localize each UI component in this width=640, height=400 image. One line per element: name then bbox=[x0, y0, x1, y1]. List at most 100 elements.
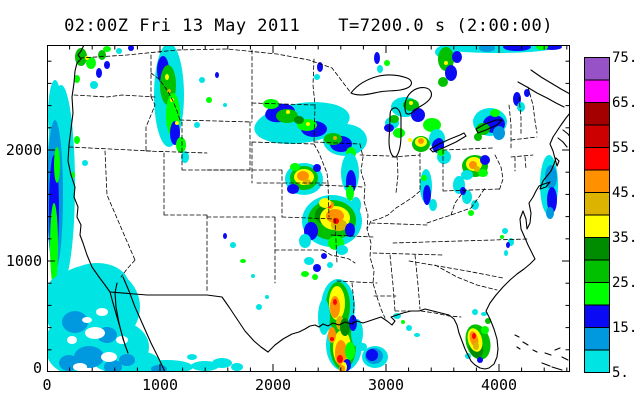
echo-blob bbox=[536, 45, 548, 50]
colorbar-cell bbox=[584, 192, 610, 216]
echo-blob bbox=[314, 74, 320, 80]
x-tick-label: 2000 bbox=[254, 376, 292, 394]
echo-blob bbox=[418, 138, 424, 144]
echo-blob bbox=[263, 99, 279, 109]
echo-blob bbox=[231, 363, 243, 371]
echo-blob bbox=[286, 110, 290, 114]
echo-blob bbox=[128, 45, 134, 51]
echo-blob bbox=[85, 327, 105, 339]
echo-blob bbox=[504, 250, 508, 256]
echo-blob bbox=[500, 235, 504, 239]
echo-blob bbox=[67, 336, 77, 344]
echo-blob bbox=[473, 342, 479, 350]
echo-blob bbox=[318, 299, 330, 335]
colorbar-tick-label: 45. bbox=[612, 185, 638, 201]
echo-blob bbox=[330, 337, 334, 341]
echo-blob bbox=[187, 354, 197, 360]
echo-blob bbox=[313, 164, 321, 172]
gulf-atlantic-coastline bbox=[267, 112, 570, 370]
echo-blob bbox=[306, 122, 310, 126]
x-tick-label: 1000 bbox=[141, 376, 179, 394]
echo-blob bbox=[65, 263, 129, 307]
echo-blob bbox=[96, 308, 108, 316]
echo-blob bbox=[82, 317, 92, 323]
echo-blob bbox=[547, 187, 557, 213]
echo-blob bbox=[98, 50, 106, 60]
echo-blob bbox=[421, 175, 427, 181]
echo-blob bbox=[324, 133, 342, 145]
echo-blob bbox=[312, 274, 318, 280]
echo-blob bbox=[333, 136, 337, 140]
echo-blob bbox=[452, 51, 462, 63]
echo-blob bbox=[423, 118, 441, 132]
echo-blob bbox=[472, 333, 476, 339]
echo-blob bbox=[406, 325, 412, 331]
echo-blob bbox=[502, 228, 508, 234]
echo-blob bbox=[103, 46, 111, 52]
echo-blob bbox=[333, 299, 337, 305]
colorbar-tick-label: 5. bbox=[612, 365, 629, 381]
echo-blob bbox=[74, 346, 104, 368]
echo-blob bbox=[333, 218, 339, 224]
colorbar-tick-label: 35. bbox=[612, 230, 638, 246]
echo-blob bbox=[215, 72, 219, 78]
colorbar-cell bbox=[584, 237, 610, 261]
echo-blob bbox=[468, 210, 474, 216]
echo-blob bbox=[199, 77, 205, 83]
echo-blob bbox=[165, 74, 169, 80]
echo-blob bbox=[377, 65, 383, 73]
echo-blob bbox=[304, 257, 314, 265]
echo-blob bbox=[116, 336, 128, 344]
echo-blob bbox=[294, 116, 304, 124]
valid-time-label: 02:00Z Fri 13 May 2011 bbox=[64, 16, 301, 36]
echo-blob bbox=[481, 312, 487, 316]
echo-blob bbox=[384, 60, 390, 66]
echo-blob bbox=[490, 109, 500, 117]
echo-blob bbox=[167, 89, 171, 93]
echo-blob bbox=[265, 295, 269, 299]
echo-blob bbox=[47, 275, 78, 315]
echo-blob bbox=[276, 109, 298, 123]
y-tick-label: 0 bbox=[32, 359, 42, 377]
colorbar-cell bbox=[584, 169, 610, 193]
echo-blob bbox=[170, 121, 180, 145]
echo-blob bbox=[50, 203, 58, 287]
echo-blob bbox=[301, 271, 309, 277]
axes-frame bbox=[47, 45, 570, 372]
colorbar-tick-label: 75. bbox=[612, 50, 638, 66]
echo-blob bbox=[460, 187, 466, 195]
colorbar-tick-label: 65. bbox=[612, 95, 638, 111]
echo-blob bbox=[313, 264, 321, 272]
echo-blob bbox=[479, 45, 495, 52]
echo-blob bbox=[287, 184, 299, 194]
echo-blob bbox=[485, 318, 491, 324]
echo-blob bbox=[345, 342, 355, 360]
echo-blob bbox=[384, 124, 394, 132]
echo-blob bbox=[461, 170, 473, 180]
echo-blob bbox=[493, 126, 505, 140]
echo-blob bbox=[409, 101, 413, 105]
echo-blob bbox=[481, 326, 489, 334]
echo-blob bbox=[401, 320, 405, 324]
colorbar-cell bbox=[584, 147, 610, 171]
echo-blob bbox=[423, 185, 431, 205]
echo-blob bbox=[54, 147, 60, 183]
y-tick-label: 2000 bbox=[5, 141, 42, 159]
echo-blob bbox=[506, 242, 510, 248]
x-tick-label: 4000 bbox=[480, 376, 518, 394]
islands-cuba-bahamas bbox=[514, 334, 569, 371]
echo-blob bbox=[513, 92, 521, 106]
echo-blob bbox=[240, 259, 246, 263]
echo-blob bbox=[480, 155, 490, 165]
echo-blob bbox=[181, 151, 189, 163]
echo-blob bbox=[340, 318, 350, 336]
echo-blob bbox=[337, 355, 343, 363]
radar-echoes bbox=[47, 45, 562, 372]
echo-blob bbox=[86, 57, 96, 69]
colorbar-cell bbox=[584, 214, 610, 238]
colorbar-cell bbox=[584, 327, 610, 351]
st-lawrence-coastline bbox=[517, 69, 570, 148]
echo-blob bbox=[223, 103, 227, 107]
colorbar-cell bbox=[584, 259, 610, 283]
